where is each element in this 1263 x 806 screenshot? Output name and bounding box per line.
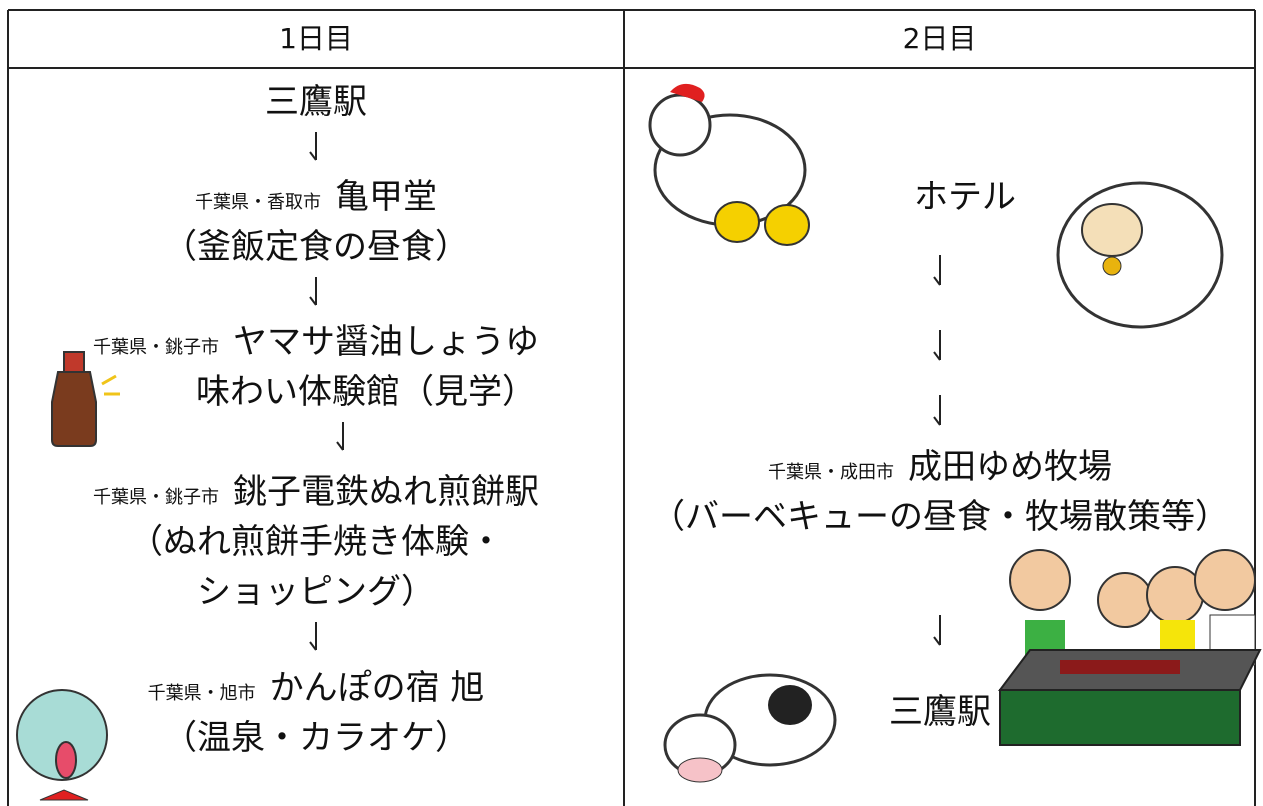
itinerary-line: 千葉県・銚子市 ヤマサ醤油しょうゆ: [93, 325, 539, 359]
itinerary-line: （バーベキューの昼食・牧場散策等）: [651, 500, 1229, 534]
soy-illustration: [51, 351, 120, 447]
itinerary-line: 三鷹駅: [265, 85, 367, 119]
place-text: かんぽの宿 旭: [269, 668, 485, 708]
itinerary-line: 千葉県・銚子市 銚子電鉄ぬれ煎餅駅: [93, 475, 539, 509]
prefecture-label: 千葉県・成田市: [768, 462, 894, 483]
place-text: 銚子電鉄ぬれ煎餅駅: [233, 472, 539, 512]
itinerary-line: 三鷹駅: [889, 695, 991, 729]
prefecture-label: 千葉県・香取市: [195, 192, 321, 213]
itinerary-line: （温泉・カラオケ）: [163, 721, 469, 755]
mic-illustration: [16, 689, 108, 801]
column-header: 2日目: [902, 22, 977, 55]
itinerary-line: 千葉県・成田市 成田ゆめ牧場: [768, 450, 1112, 484]
sheep-illustration: [1056, 181, 1224, 329]
place-text: ホテル: [914, 177, 1016, 217]
place-text: 三鷹駅: [889, 692, 991, 732]
itinerary-line: 千葉県・旭市 かんぽの宿 旭: [148, 671, 485, 705]
bbq-illustration: [998, 549, 1262, 746]
prefecture-label: 千葉県・銚子市: [93, 337, 219, 358]
place-text: 味わい体験館（見学）: [196, 372, 536, 412]
itinerary-line: 千葉県・香取市 亀甲堂: [195, 180, 437, 214]
cow-illustration: [663, 673, 837, 783]
place-text: （釜飯定食の昼食）: [163, 227, 469, 267]
arrows: [309, 132, 941, 651]
place-text: （温泉・カラオケ）: [163, 718, 469, 758]
prefecture-label: 千葉県・銚子市: [93, 487, 219, 508]
place-text: （バーベキューの昼食・牧場散策等）: [651, 497, 1229, 537]
itinerary-line: （ぬれ煎餅手焼き体験・: [129, 525, 503, 559]
place-text: （ぬれ煎餅手焼き体験・: [129, 522, 503, 562]
chicken-illustration: [648, 83, 810, 246]
place-text: 成田ゆめ牧場: [908, 447, 1112, 487]
itinerary-line: ショッピング）: [197, 575, 435, 609]
itinerary-line: 味わい体験館（見学）: [196, 375, 536, 409]
place-text: 亀甲堂: [335, 177, 437, 217]
column-header: 1日目: [279, 22, 353, 55]
place-text: ヤマサ醤油しょうゆ: [233, 322, 539, 362]
place-text: 三鷹駅: [265, 82, 367, 122]
itinerary-line: （釜飯定食の昼食）: [163, 230, 469, 264]
place-text: ショッピング）: [197, 572, 435, 612]
itinerary-line: ホテル: [914, 180, 1016, 214]
prefecture-label: 千葉県・旭市: [147, 683, 256, 704]
